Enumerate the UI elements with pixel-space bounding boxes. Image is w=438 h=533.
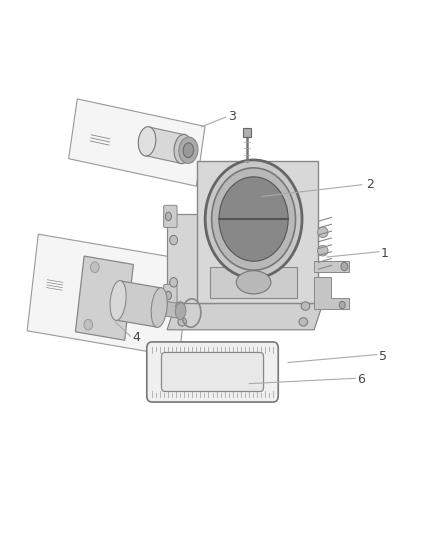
Ellipse shape	[179, 137, 198, 164]
Ellipse shape	[341, 262, 348, 271]
Ellipse shape	[318, 227, 328, 238]
Polygon shape	[116, 281, 161, 327]
Polygon shape	[210, 266, 297, 298]
Polygon shape	[181, 138, 195, 162]
Text: 1: 1	[381, 247, 389, 260]
FancyBboxPatch shape	[164, 285, 177, 306]
Polygon shape	[27, 234, 190, 357]
Ellipse shape	[174, 134, 191, 164]
Ellipse shape	[91, 262, 99, 272]
Ellipse shape	[205, 160, 302, 278]
FancyBboxPatch shape	[162, 352, 264, 392]
Polygon shape	[166, 302, 180, 318]
Polygon shape	[314, 277, 349, 309]
Polygon shape	[167, 303, 323, 330]
Ellipse shape	[299, 318, 307, 326]
Ellipse shape	[175, 303, 186, 320]
Polygon shape	[145, 127, 185, 164]
Text: 2: 2	[366, 178, 374, 191]
Ellipse shape	[166, 212, 171, 221]
Ellipse shape	[166, 292, 171, 300]
Ellipse shape	[84, 319, 92, 330]
Ellipse shape	[170, 236, 177, 245]
FancyBboxPatch shape	[164, 205, 177, 228]
Polygon shape	[75, 256, 134, 340]
Ellipse shape	[301, 302, 310, 310]
Ellipse shape	[219, 177, 288, 261]
Ellipse shape	[339, 301, 345, 309]
FancyBboxPatch shape	[147, 342, 278, 402]
Ellipse shape	[318, 245, 328, 256]
Text: 5: 5	[379, 350, 387, 362]
Ellipse shape	[178, 318, 187, 326]
Polygon shape	[314, 261, 349, 272]
Text: 6: 6	[357, 374, 365, 386]
Polygon shape	[167, 214, 215, 303]
Ellipse shape	[212, 168, 296, 270]
Ellipse shape	[110, 280, 126, 320]
Bar	[243, 128, 251, 138]
Polygon shape	[198, 161, 318, 303]
Ellipse shape	[236, 271, 271, 294]
Text: 3: 3	[228, 110, 236, 123]
Ellipse shape	[151, 288, 167, 327]
Polygon shape	[69, 99, 205, 186]
Ellipse shape	[176, 302, 184, 310]
Ellipse shape	[170, 278, 177, 287]
Ellipse shape	[183, 143, 194, 158]
Text: 4: 4	[133, 331, 141, 344]
Ellipse shape	[138, 127, 156, 156]
